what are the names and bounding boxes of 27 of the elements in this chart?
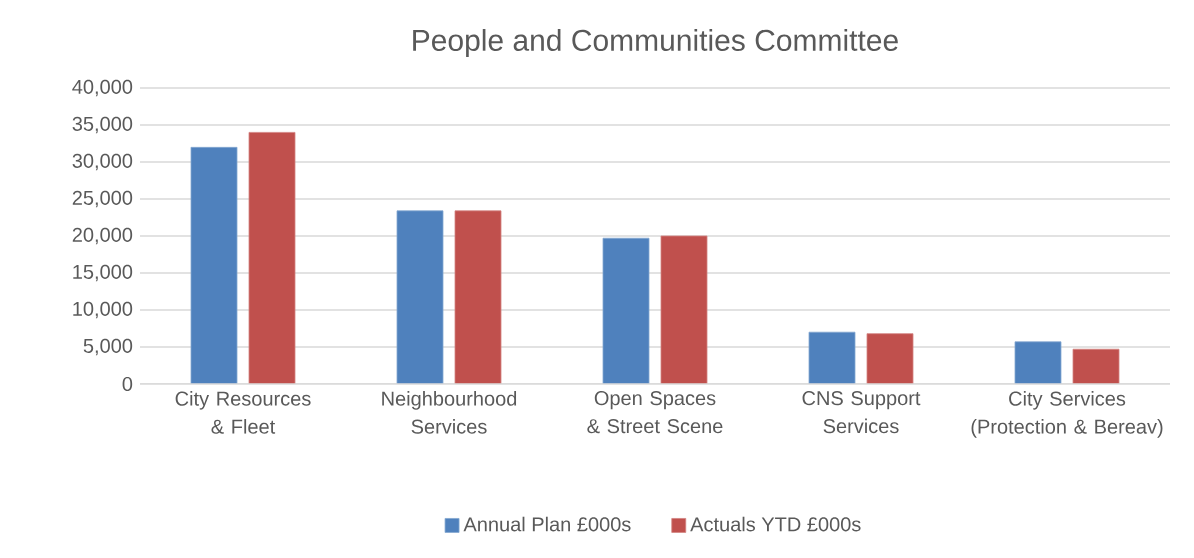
bar	[248, 132, 296, 384]
y-tick-label: 0	[122, 376, 133, 392]
bar	[602, 237, 650, 384]
bar	[808, 331, 856, 384]
y-tick-label: 5,000	[83, 338, 133, 356]
x-tick-label: Neighbourhood Services	[382, 391, 517, 434]
y-tick-label: 40,000	[72, 79, 133, 97]
y-tick-label: 30,000	[72, 153, 133, 171]
y-tick-label: 35,000	[72, 116, 133, 134]
x-tick-label: City Services (Protection & Bereav)	[971, 391, 1163, 438]
bar	[190, 146, 238, 384]
x-tick-label: Open Spaces & Street Scene	[587, 391, 723, 434]
y-tick-label: 20,000	[72, 227, 133, 245]
x-tick-label: City Resources & Fleet	[175, 391, 311, 434]
legend-label: Actuals YTD £000s	[690, 516, 861, 532]
x-tick-label: CNS Support Services	[802, 391, 921, 434]
chart-title: People and Communities Committee	[413, 28, 898, 57]
legend-label: Annual Plan £000s	[463, 516, 631, 532]
bar	[866, 333, 914, 384]
bar	[1014, 341, 1062, 384]
bar	[396, 210, 444, 384]
y-tick-label: 15,000	[73, 264, 133, 282]
y-tick-label: 10,000	[73, 301, 133, 319]
bar	[454, 210, 502, 384]
bar	[660, 235, 708, 384]
y-tick-label: 25,000	[72, 190, 133, 208]
bar	[1072, 348, 1120, 384]
